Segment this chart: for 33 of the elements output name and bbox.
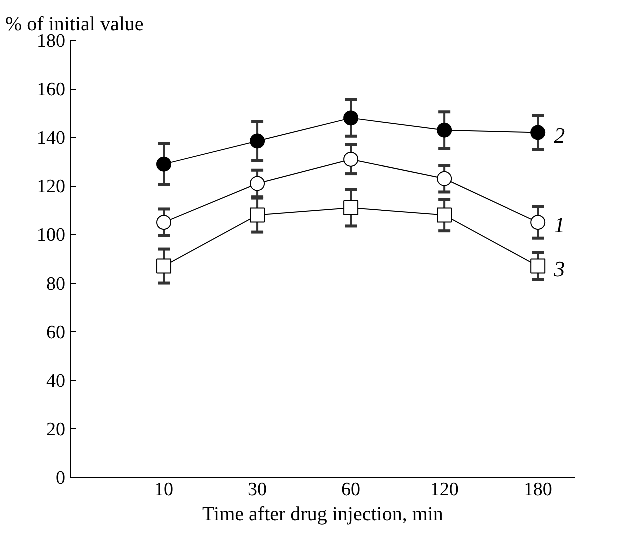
y-tick-label: 100 bbox=[37, 225, 66, 246]
point bbox=[530, 258, 546, 274]
y-tick-label: 0 bbox=[56, 468, 66, 489]
point bbox=[344, 110, 359, 126]
y-tick-label: 20 bbox=[46, 419, 66, 440]
point bbox=[250, 176, 266, 192]
point bbox=[250, 208, 266, 223]
point bbox=[530, 125, 546, 140]
x-tick-label: 10 bbox=[154, 480, 174, 500]
y-tick-label: 120 bbox=[37, 176, 66, 198]
x-tick-label: 60 bbox=[342, 480, 361, 500]
point bbox=[530, 215, 546, 230]
point bbox=[344, 152, 359, 167]
y-tick-label: 60 bbox=[46, 322, 66, 344]
x-tick-label: 180 bbox=[524, 480, 552, 500]
point bbox=[344, 200, 359, 216]
point bbox=[437, 208, 452, 223]
y-tick-label: 40 bbox=[46, 370, 66, 392]
point bbox=[250, 134, 266, 149]
y-tick-label: 140 bbox=[37, 128, 66, 150]
point bbox=[156, 215, 172, 230]
series-label: 3 bbox=[553, 256, 566, 282]
x-tick-label: 120 bbox=[430, 480, 459, 500]
point bbox=[437, 122, 452, 138]
x-axis-title: Time after drug injection, min bbox=[202, 504, 444, 526]
point bbox=[437, 171, 452, 186]
y-tick-label: 80 bbox=[46, 274, 66, 295]
x-tick-label: 30 bbox=[248, 480, 268, 500]
y-tick-label: 160 bbox=[37, 80, 66, 101]
point bbox=[156, 258, 172, 274]
series-label: 2 bbox=[554, 122, 566, 148]
series-label: 1 bbox=[554, 212, 566, 238]
point bbox=[156, 156, 172, 172]
